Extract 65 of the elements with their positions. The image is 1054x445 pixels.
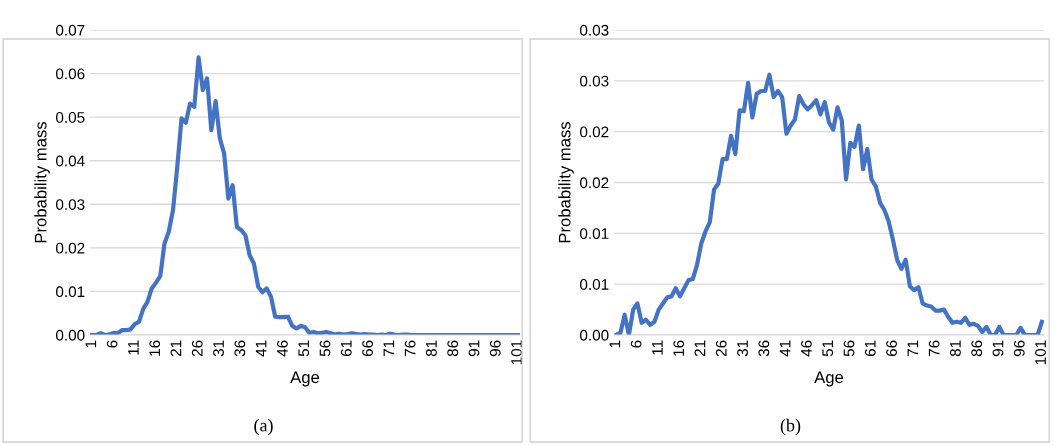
x-tick-label: 81 <box>426 340 437 357</box>
x-tick-label: 66 <box>362 340 373 357</box>
x-tick-label: 101 <box>1035 340 1046 365</box>
x-tick-label: 61 <box>340 340 352 357</box>
text: (a) <box>254 418 273 436</box>
x-tick-label: 1 <box>85 340 97 348</box>
y-axis-title: Probability mass <box>558 121 574 243</box>
y-tick-label: 0.02 <box>580 126 609 138</box>
x-tick-label: 76 <box>404 340 416 357</box>
y-tick-label: 0.06 <box>56 68 85 80</box>
line-series <box>614 72 1044 335</box>
y-tick-label: 0.03 <box>56 199 85 210</box>
x-tick-label: 86 <box>971 340 983 357</box>
text: (b) <box>780 418 801 436</box>
x-axis-title: Age <box>290 371 320 387</box>
x-tick-label: 81 <box>950 340 961 357</box>
x-tick-label: 51 <box>822 340 834 357</box>
x-tick-label: 26 <box>715 340 727 357</box>
x-tick-label: 11 <box>128 340 139 355</box>
x-tick-label: 76 <box>928 340 940 357</box>
x-tick-label: 71 <box>383 340 395 357</box>
x-tick-label: 21 <box>170 340 182 357</box>
y-tick-label: 0.00 <box>580 329 609 341</box>
x-tick-label: 31 <box>213 340 224 357</box>
x-tick-label: 16 <box>149 340 161 356</box>
y-axis-title: Probability mass <box>34 121 50 243</box>
x-axis-title: Age <box>814 371 844 387</box>
x-tick-label: 26 <box>191 340 203 357</box>
x-tick-label: 36 <box>758 340 770 357</box>
x-tick-label: 96 <box>1013 340 1025 357</box>
x-tick-label: 61 <box>864 340 876 357</box>
y-tick-label: 0.00 <box>56 329 85 341</box>
x-tick-label: 21 <box>694 340 706 357</box>
y-tick-label: 0.05 <box>56 112 85 123</box>
y-tick-label: 0.04 <box>56 155 85 167</box>
x-tick-label: 6 <box>106 340 118 348</box>
x-tick-label: 6 <box>630 340 642 348</box>
y-tick-label: 0.03 <box>580 75 609 87</box>
x-tick-label: 56 <box>319 340 331 357</box>
x-tick-label: 96 <box>489 340 501 357</box>
line-series <box>90 55 520 335</box>
y-tick-label: 0.01 <box>56 286 85 298</box>
x-tick-label: 41 <box>779 340 791 357</box>
x-tick-label: 46 <box>801 340 812 357</box>
x-tick-label: 66 <box>886 340 897 357</box>
x-tick-label: 41 <box>255 340 267 357</box>
y-tick-label: 0.02 <box>580 177 609 189</box>
y-tick-label: 0.07 <box>56 24 85 36</box>
x-tick-label: 1 <box>609 340 621 348</box>
x-tick-label: 91 <box>992 340 1004 357</box>
y-tick-label: 0.03 <box>580 24 609 36</box>
x-tick-label: 91 <box>468 340 480 357</box>
x-tick-label: 56 <box>843 340 855 357</box>
x-tick-label: 71 <box>907 340 919 357</box>
x-tick-label: 51 <box>298 340 310 357</box>
x-tick-label: 11 <box>652 340 663 355</box>
x-tick-label: 36 <box>234 340 246 357</box>
y-tick-label: 0.01 <box>580 228 609 240</box>
y-tick-label: 0.01 <box>580 279 609 290</box>
x-tick-label: 31 <box>737 340 748 357</box>
x-tick-label: 46 <box>277 340 288 357</box>
x-tick-label: 101 <box>511 340 522 365</box>
x-tick-label: 16 <box>673 340 685 356</box>
x-tick-label: 86 <box>447 340 459 357</box>
y-tick-label: 0.02 <box>56 242 85 254</box>
